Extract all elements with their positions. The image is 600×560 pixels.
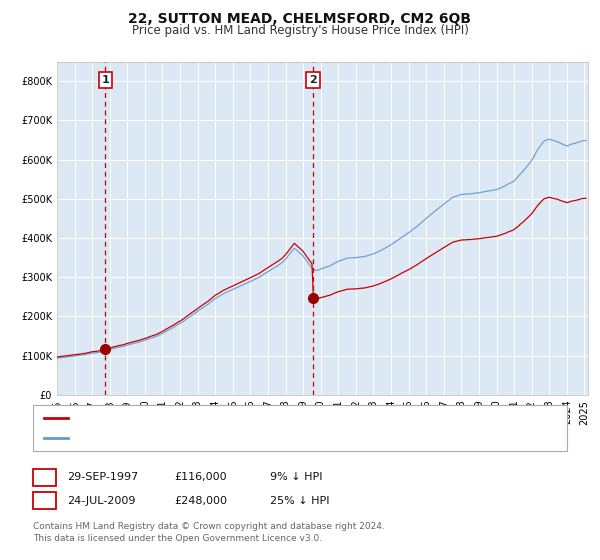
Text: 22, SUTTON MEAD, CHELMSFORD, CM2 6QB (detached house): 22, SUTTON MEAD, CHELMSFORD, CM2 6QB (de… [75,413,400,423]
Text: 24-JUL-2009: 24-JUL-2009 [67,496,136,506]
Text: 22, SUTTON MEAD, CHELMSFORD, CM2 6QB: 22, SUTTON MEAD, CHELMSFORD, CM2 6QB [128,12,472,26]
Text: 29-SEP-1997: 29-SEP-1997 [67,472,139,482]
Text: 25% ↓ HPI: 25% ↓ HPI [270,496,329,506]
Text: 2: 2 [309,75,317,85]
Text: 9% ↓ HPI: 9% ↓ HPI [270,472,323,482]
Text: £248,000: £248,000 [174,496,227,506]
Text: HPI: Average price, detached house, Chelmsford: HPI: Average price, detached house, Chel… [75,433,328,443]
Text: 1: 1 [101,75,109,85]
Text: 1: 1 [41,472,48,482]
Text: 2: 2 [41,496,48,506]
Text: Contains HM Land Registry data © Crown copyright and database right 2024.
This d: Contains HM Land Registry data © Crown c… [33,522,385,543]
Text: £116,000: £116,000 [174,472,227,482]
Text: Price paid vs. HM Land Registry's House Price Index (HPI): Price paid vs. HM Land Registry's House … [131,24,469,36]
